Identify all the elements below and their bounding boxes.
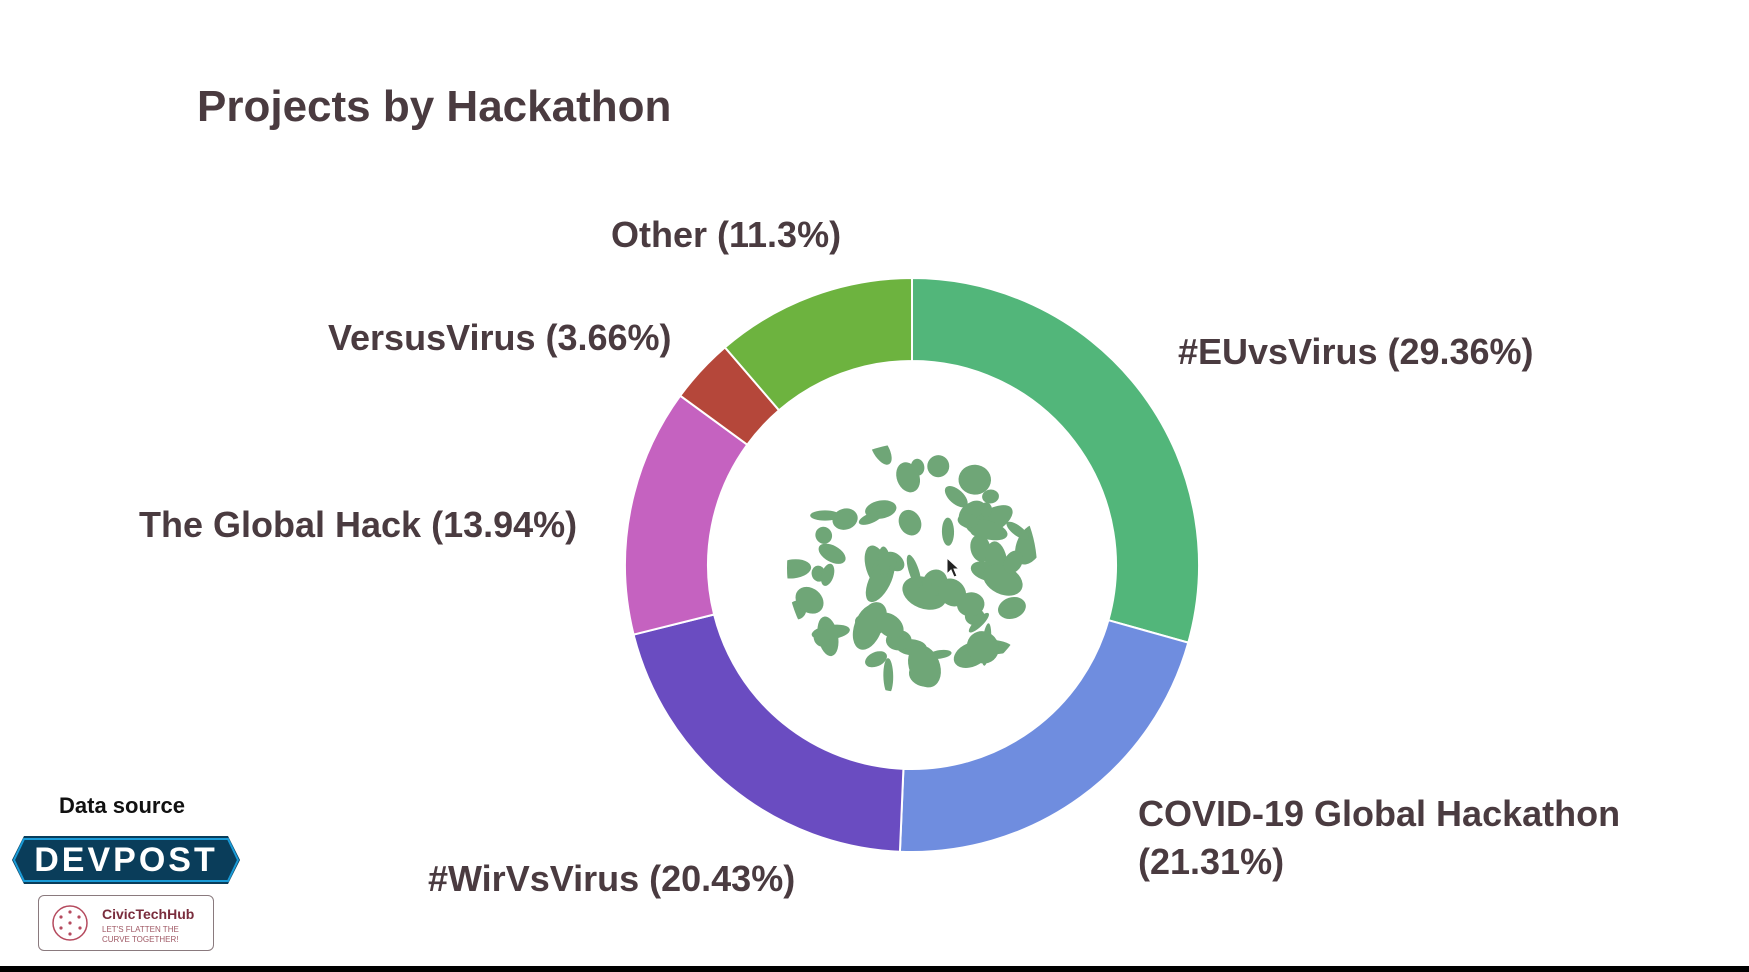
cursor-icon	[946, 556, 961, 578]
slice-wirvsvirus	[632, 613, 905, 853]
globe-landmass	[982, 489, 999, 504]
globe-landmass	[883, 658, 894, 693]
globe-landmass	[858, 511, 883, 525]
devpost-logo-text: DEVPOST	[34, 841, 218, 879]
globe-landmass	[966, 631, 999, 664]
slice-other	[723, 276, 913, 412]
globe-landmass	[810, 510, 840, 521]
globe-landmass	[896, 462, 921, 493]
label-covid19-global-hackathon: COVID-19 Global Hackathon	[1138, 793, 1620, 834]
globe-landmass	[944, 485, 968, 508]
label-the-global-hack: The Global Hack (13.94%)	[139, 504, 577, 545]
civictechhub-icon	[52, 905, 88, 941]
globe-landmass	[795, 586, 824, 614]
globe-landmass	[852, 604, 884, 650]
label-euvsvirus: #EUvsVirus (29.36%)	[1178, 331, 1534, 372]
globe-landmass	[898, 509, 922, 536]
globe-landmass	[1006, 521, 1029, 540]
globe-landmass	[818, 543, 846, 564]
globe-landmass	[813, 628, 831, 647]
globe-landmass	[1003, 550, 1024, 574]
slice-covid-19-global-hackathon	[898, 618, 1190, 853]
chart-title: Projects by Hackathon	[197, 82, 672, 131]
civictechhub-name: CivicTechHub	[102, 906, 195, 922]
globe-landmass	[927, 455, 950, 478]
globe-landmass	[820, 563, 835, 586]
globe-landmass	[908, 645, 941, 688]
globe-landmass	[980, 502, 993, 518]
globe-landmass	[906, 554, 922, 588]
globe-landmass	[941, 517, 955, 546]
globe-landmass	[957, 513, 979, 528]
globe-landmass	[878, 546, 891, 576]
globe-landmass	[865, 651, 887, 668]
bottom-bar	[0, 966, 1749, 972]
labels-group: #EUvsVirus (29.36%) COVID-19 Global Hack…	[139, 214, 1620, 899]
data-source-label: Data source	[59, 793, 185, 818]
globe-icon	[787, 443, 1037, 693]
civictechhub-logo: CivicTechHub LET'S FLATTEN THE CURVE TOG…	[38, 895, 214, 951]
civictechhub-tagline: LET'S FLATTEN THE CURVE TOGETHER!	[102, 925, 179, 944]
globe-landmass	[869, 443, 892, 465]
globe-landmass	[998, 596, 1026, 620]
globe-landmass	[958, 464, 992, 495]
globe-landmass	[956, 592, 985, 617]
devpost-logo	[12, 836, 240, 884]
label-versusvirus: VersusVirus (3.66%)	[328, 317, 672, 358]
label-other: Other (11.3%)	[611, 214, 841, 255]
globe-landmass	[787, 559, 812, 579]
globe-landmass	[815, 526, 833, 544]
label-wirvsvirus: #WirVsVirus (20.43%)	[428, 858, 795, 899]
slice-euvsvirus	[911, 276, 1200, 644]
slices-group	[624, 276, 1200, 853]
globe-landmass	[875, 612, 904, 639]
label-covid19-global-hackathon-pct: (21.31%)	[1138, 841, 1284, 882]
